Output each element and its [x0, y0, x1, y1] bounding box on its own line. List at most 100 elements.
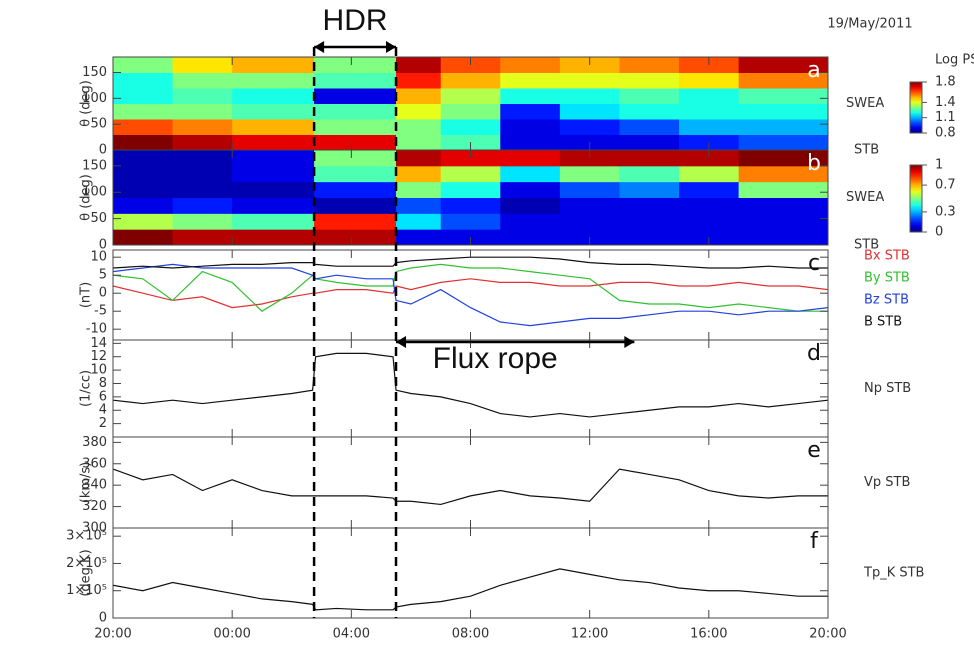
heatmap-cell	[172, 119, 233, 135]
y-tick-label: 320	[82, 499, 107, 514]
y-tick-label: 100	[82, 91, 107, 106]
heatmap-cell	[738, 134, 829, 151]
right-label: SWEA	[846, 96, 884, 111]
heatmap-cell	[619, 229, 680, 246]
heatmap-cell	[172, 134, 233, 151]
heatmap-cell	[314, 119, 397, 135]
colorbar	[909, 81, 923, 134]
heatmap-cell	[172, 165, 233, 183]
colorbar-tick-label: 0.3	[935, 204, 956, 219]
panel-letter: a	[807, 58, 820, 83]
heatmap-cell	[738, 57, 829, 73]
heatmap-cell	[232, 181, 315, 198]
heatmap-cell	[500, 119, 561, 135]
heatmap-cell	[314, 57, 397, 73]
colorbar-tick-label: 1.8	[935, 75, 956, 90]
heatmap-cell	[396, 103, 442, 120]
plot-frame	[112, 527, 829, 619]
heatmap-cell	[500, 229, 561, 246]
heatmap-cell	[172, 103, 233, 120]
heatmap-cell	[172, 88, 233, 104]
colorbar-tick-label: 1.1	[935, 110, 956, 125]
heatmap-cell	[113, 197, 174, 214]
series-line	[112, 263, 828, 312]
y-tick-label: 100	[82, 185, 107, 200]
heatmap-cell	[232, 229, 315, 246]
heatmap-cell	[619, 119, 680, 135]
colorbar-title: Log PSD	[935, 53, 974, 68]
heatmap-cell	[314, 150, 397, 167]
heatmap-cell	[440, 213, 501, 230]
heatmap-cell	[113, 150, 174, 167]
heatmap-cell	[314, 72, 397, 89]
y-tick-label: 0	[99, 143, 107, 158]
heatmap-cell	[396, 72, 442, 89]
heatmap-cell	[314, 88, 397, 104]
x-tick-label: 00:00	[213, 627, 250, 642]
heatmap-cell	[500, 150, 561, 167]
heatmap-cell	[679, 197, 740, 214]
heatmap-cell	[500, 134, 561, 151]
heatmap-cell	[500, 197, 561, 214]
heatmap-cell	[232, 134, 315, 151]
colorbar	[909, 164, 923, 233]
heatmap-cell	[559, 197, 620, 214]
heatmap-cell	[559, 150, 620, 167]
y-tick-label: 150	[82, 65, 107, 80]
heatmap-cell	[679, 119, 740, 135]
y-tick-label: 5	[99, 268, 107, 283]
heatmap-cell	[172, 181, 233, 198]
y-axis-label: (nT)	[79, 282, 94, 308]
heatmap-cell	[500, 72, 561, 89]
legend-label: Tp_K STB	[863, 566, 924, 581]
y-tick-label: 50	[90, 211, 107, 226]
plot-frame	[112, 249, 829, 341]
heatmap-cell	[113, 213, 174, 230]
heatmap-cell	[232, 103, 315, 120]
heatmap-cell	[113, 88, 174, 104]
heatmap-cell	[232, 72, 315, 89]
y-tick-label: 150	[82, 158, 107, 173]
colorbar-tick-label: 1	[935, 158, 943, 173]
heatmap-cell	[113, 119, 174, 135]
heatmap-cell	[314, 213, 397, 230]
y-tick-label: 0	[99, 238, 107, 253]
y-tick-label: 6	[99, 389, 107, 404]
heatmap-cell	[619, 213, 680, 230]
panel-letter: e	[807, 438, 821, 463]
heatmap-cell	[396, 181, 442, 198]
heatmap-cell	[172, 57, 233, 73]
heatmap-cell	[738, 197, 829, 214]
right-label: STB	[854, 238, 879, 253]
heatmap-cell	[738, 103, 829, 120]
heatmap-cell	[172, 229, 233, 246]
colorbar-tick-label: 0	[935, 225, 943, 240]
heatmap-cell	[172, 72, 233, 89]
heatmap-cell	[232, 119, 315, 135]
heatmap-cell	[232, 150, 315, 167]
heatmap-cell	[396, 88, 442, 104]
heatmap-cell	[396, 134, 442, 151]
heatmap-cell	[396, 197, 442, 214]
colorbar-tick-label: 0.7	[935, 178, 956, 193]
x-tick-label: 12:00	[571, 627, 608, 642]
legend-label: Bz STB	[864, 293, 909, 308]
heatmap-cell	[232, 88, 315, 104]
heatmap-cell	[619, 72, 680, 89]
heatmap-cell	[232, 197, 315, 214]
heatmap-cell	[396, 165, 442, 183]
heatmap-cell	[500, 103, 561, 120]
y-tick-label: 12	[90, 349, 107, 364]
heatmap-cell	[440, 181, 501, 198]
heatmap-cell	[232, 165, 315, 183]
heatmap-cell	[679, 181, 740, 198]
legend-label: Vp STB	[864, 475, 910, 490]
y-tick-label: 4	[99, 403, 107, 418]
y-tick-label: 8	[99, 376, 107, 391]
heatmap-cell	[738, 213, 829, 230]
x-tick-label: 16:00	[690, 627, 727, 642]
y-tick-label: 14	[90, 336, 107, 351]
series-line	[112, 278, 829, 309]
y-tick-label: 380	[82, 435, 107, 450]
annotation: Flux rope	[433, 342, 558, 375]
